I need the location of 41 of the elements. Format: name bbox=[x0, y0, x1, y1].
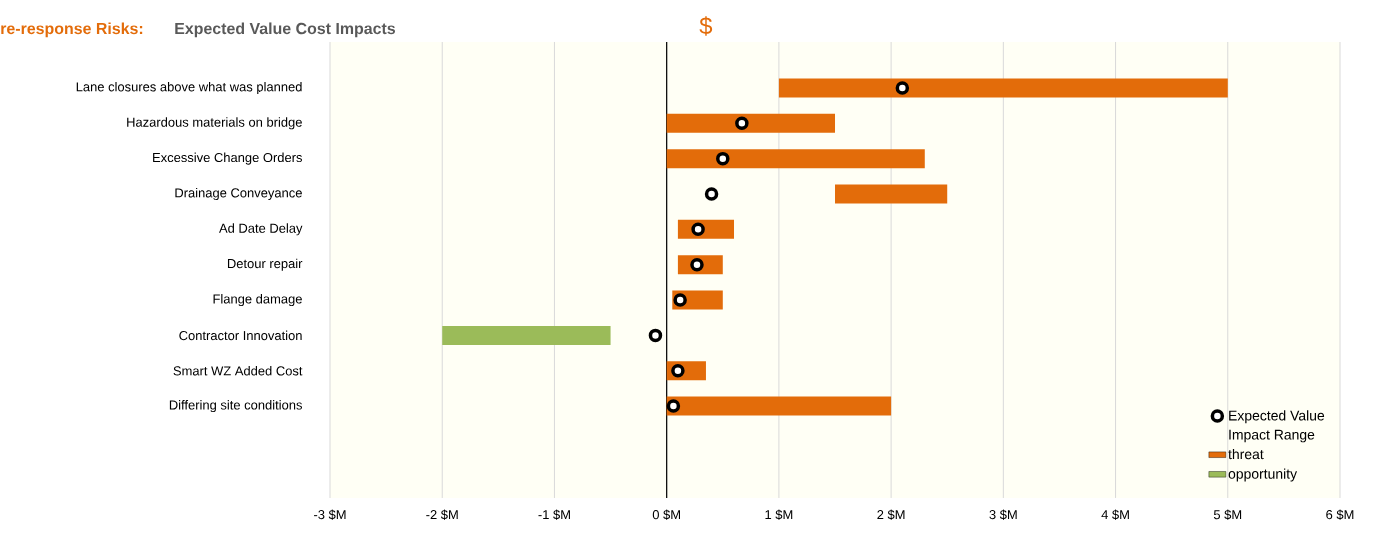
text: $ bbox=[699, 16, 713, 36]
point bbox=[895, 81, 910, 95]
x-tick-label: 2 $M bbox=[877, 509, 905, 520]
x-tick-label: 6 $M bbox=[1326, 509, 1354, 520]
y-tick-label: Contractor Innovation bbox=[179, 330, 302, 341]
point bbox=[671, 363, 685, 378]
point bbox=[648, 328, 663, 343]
y-tick-label: Ad Date Delay bbox=[219, 223, 303, 236]
bar bbox=[442, 325, 611, 345]
bar bbox=[835, 184, 948, 204]
y-tick-label: Smart WZ Added Cost bbox=[173, 365, 303, 376]
y-tick-label: Detour repair bbox=[227, 258, 303, 271]
bar bbox=[778, 78, 1228, 98]
y-tick-label: Drainage Conveyance bbox=[175, 187, 302, 201]
x-tick-label: 3 $M bbox=[989, 509, 1017, 520]
x-tick-label: -2 $M bbox=[426, 509, 458, 520]
point bbox=[704, 187, 719, 201]
y-tick-label: Differing site conditions bbox=[169, 400, 302, 413]
y-tick-label: Hazardous materials on bridge bbox=[127, 117, 302, 130]
point bbox=[673, 293, 687, 307]
chart-subtitle: Expected Value Cost Impacts bbox=[175, 22, 396, 38]
x-tick-label: 4 $M bbox=[1101, 509, 1129, 520]
text: re-response Risks: bbox=[1, 22, 143, 38]
x-tick-label: 1 $M bbox=[765, 509, 793, 520]
y-tick-label: Excessive Change Orders bbox=[153, 152, 302, 165]
legend-label: opportunity bbox=[1228, 468, 1298, 482]
point bbox=[716, 151, 730, 166]
y-tick-label: Flange damage bbox=[213, 293, 302, 307]
bar bbox=[666, 149, 925, 169]
legend-label: Expected Value bbox=[1229, 410, 1325, 424]
legend-title: Impact Range bbox=[1229, 429, 1315, 443]
point bbox=[666, 399, 681, 413]
point bbox=[735, 116, 749, 131]
y-tick-label: Lane closures above what was planned bbox=[76, 81, 302, 94]
x-tick-label: 5 $M bbox=[1213, 509, 1242, 520]
x-tick-label: -3 $M bbox=[314, 509, 346, 520]
x-tick-label: -1 $M bbox=[538, 509, 570, 520]
bar bbox=[666, 396, 892, 416]
x-tick-label: 0 $M bbox=[652, 509, 680, 520]
legend-label: threat bbox=[1228, 448, 1264, 460]
bar bbox=[666, 113, 836, 133]
